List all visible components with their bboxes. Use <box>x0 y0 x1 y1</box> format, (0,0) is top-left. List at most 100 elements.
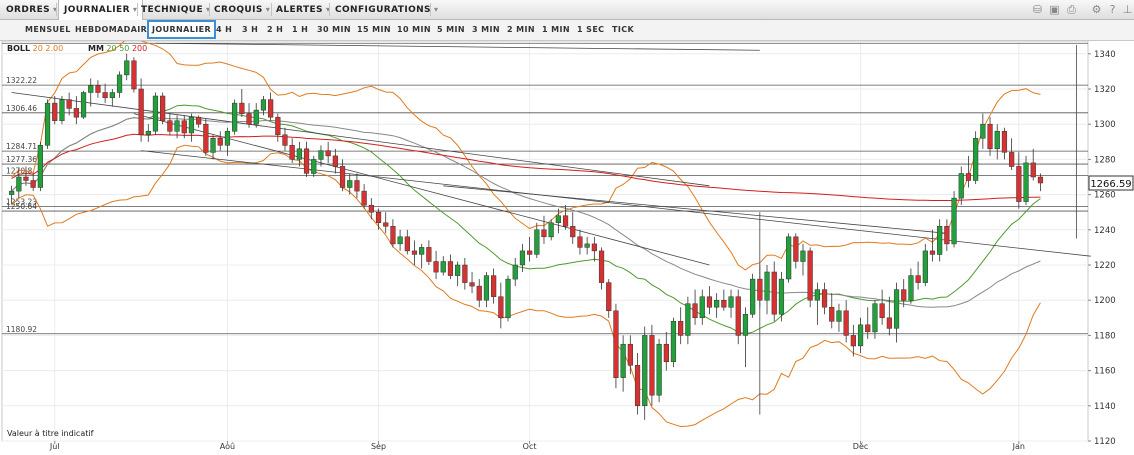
layers-icon[interactable]: ⛁ <box>1032 3 1043 16</box>
candle-down <box>634 365 641 407</box>
candle-down <box>598 250 605 283</box>
candle-down <box>339 166 346 188</box>
candle-up <box>318 150 324 160</box>
candle-down <box>498 296 504 319</box>
candle-down <box>901 289 907 301</box>
candle-down <box>987 123 993 150</box>
period-2min[interactable]: 2 MIN <box>507 25 535 34</box>
candle-up <box>750 278 756 315</box>
menu-ordres[interactable]: ORDRES▾ <box>6 0 57 19</box>
candle-down <box>606 282 612 312</box>
candle-down <box>375 211 382 224</box>
candle-down <box>944 226 950 245</box>
menu-divider <box>271 3 272 16</box>
menu-divider <box>430 3 431 16</box>
candle-up <box>800 250 806 262</box>
boll-deviation: 2.00 <box>45 44 64 53</box>
candle-up <box>440 261 446 273</box>
mm200-period: 200 <box>131 44 148 53</box>
candle-up <box>728 296 734 308</box>
period-1h[interactable]: 1 H <box>292 25 309 34</box>
candle-down <box>915 275 921 283</box>
candle-down <box>663 343 669 363</box>
candle-up <box>519 250 526 266</box>
y-tick-label: 1140 <box>1094 402 1116 412</box>
candle-up <box>872 303 878 333</box>
price-chart[interactable]: 1322.22 1306.46 1284.71 1277.36 1270.8 1253.2… <box>0 41 1134 455</box>
chevron-down-icon: ▾ <box>433 5 439 14</box>
trendline <box>11 92 710 187</box>
candle-down <box>196 116 202 125</box>
candle-up <box>483 275 490 301</box>
candle-down <box>649 335 655 396</box>
candle-up <box>397 236 403 245</box>
candle-up <box>419 247 425 255</box>
period-4h[interactable]: 4 H <box>216 25 233 34</box>
candle-down <box>268 99 274 118</box>
menu-configurations[interactable]: CONFIGURATIONS ▾ <box>335 0 438 19</box>
period-15min[interactable]: 15 MIN <box>357 25 391 34</box>
candle-down <box>411 250 418 255</box>
bollinger-upper-band <box>11 41 1041 271</box>
candle-up <box>210 138 216 153</box>
period-3h[interactable]: 3 H <box>242 25 259 34</box>
candle-down <box>66 99 72 109</box>
period-5min[interactable]: 5 MIN <box>437 25 465 34</box>
candle-up <box>922 250 928 283</box>
level-label: 1180.92 <box>6 325 37 334</box>
help-icon[interactable]: ? <box>1109 3 1116 16</box>
menu-technique[interactable]: TECHNIQUE▾ <box>141 0 210 19</box>
candle-down <box>1030 162 1036 178</box>
bollinger-lower-band <box>11 144 1041 428</box>
candle-down <box>131 60 137 90</box>
mm-legend: MM 20 50 200 <box>88 44 147 53</box>
candle-up <box>699 296 705 319</box>
candle-up <box>88 85 94 93</box>
candle-down <box>1037 176 1044 184</box>
menu-bar: ORDRES▾ JOURNALIER▾ TECHNIQUE▾ CROQUIS▾ … <box>0 0 1134 20</box>
moving-average-50 <box>11 117 1041 308</box>
candle-up <box>656 343 662 396</box>
candle-up <box>260 99 267 111</box>
period-3min[interactable]: 3 MIN <box>472 25 500 34</box>
x-tick-label: Aoû <box>220 442 235 451</box>
indicators <box>11 41 1041 428</box>
pin-icon[interactable]: ⊥ <box>1122 3 1133 16</box>
chevron-down-icon: ▾ <box>265 5 271 14</box>
menu-divider <box>329 3 330 16</box>
candle-down <box>246 113 252 125</box>
candle-down <box>692 303 698 319</box>
menu-journalier[interactable]: JOURNALIER ▾ <box>58 0 144 20</box>
candle-up <box>836 310 842 322</box>
y-tick-label: 1240 <box>1094 226 1116 236</box>
period-30min[interactable]: 30 MIN <box>317 25 351 34</box>
candle-down <box>879 303 885 319</box>
candle-up <box>152 95 159 132</box>
candle-up <box>548 222 554 238</box>
menu-croquis[interactable]: CROQUIS ▾ <box>214 0 270 19</box>
disclaimer-text: Valeur à titre indicatif <box>7 429 94 438</box>
gear-icon[interactable]: ⚙ <box>1091 3 1102 16</box>
mm-label: MM <box>88 44 104 53</box>
period-1sec[interactable]: 1 SEC <box>577 25 605 34</box>
candle-down <box>390 226 396 245</box>
candle-down <box>929 250 936 255</box>
period-1min[interactable]: 1 MIN <box>542 25 570 34</box>
period-10min[interactable]: 10 MIN <box>397 25 431 34</box>
period-hebdomadaire[interactable]: HEBDOMADAIRE <box>75 25 154 34</box>
level-label: 1284.71 <box>6 142 37 151</box>
candle-up <box>188 116 195 134</box>
menu-alertes[interactable]: ALERTES▾ <box>276 0 330 19</box>
candle-up <box>584 243 590 248</box>
period-2h[interactable]: 2 H <box>267 25 284 34</box>
candle-up <box>16 176 22 192</box>
period-journalier[interactable]: JOURNALIER <box>147 20 217 39</box>
image-icon[interactable]: ▣ <box>1049 3 1060 16</box>
print-icon[interactable]: ⎙ <box>1067 3 1076 16</box>
candle-down <box>865 324 871 333</box>
candle-down <box>354 180 360 192</box>
candle-up <box>145 130 151 135</box>
period-mensuel[interactable]: MENSUEL <box>25 25 71 34</box>
trendline <box>155 42 760 51</box>
period-tick[interactable]: TICK <box>612 25 635 34</box>
